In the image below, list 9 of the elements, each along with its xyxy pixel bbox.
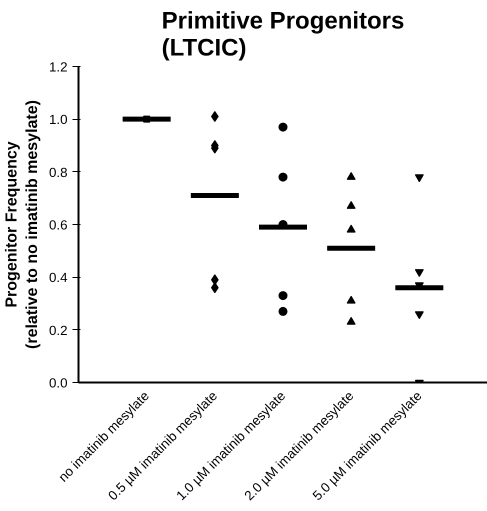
chart-title: Primitive Progenitors (LTCIC) — [162, 8, 404, 62]
y-axis-title: Progenitor Frequency (relative to no imatinib mesylate) — [4, 100, 41, 349]
y-tick-label: 0.0 — [48, 376, 68, 390]
y-tick-label: 0.6 — [48, 218, 68, 232]
y-tick-label: 0.8 — [48, 164, 68, 180]
y-tick-label: 0.4 — [48, 270, 68, 286]
y-tick-label: 1.0 — [48, 112, 68, 128]
y-tick-label: 0.2 — [48, 322, 68, 338]
y-tick-label: 1.2 — [48, 60, 68, 74]
